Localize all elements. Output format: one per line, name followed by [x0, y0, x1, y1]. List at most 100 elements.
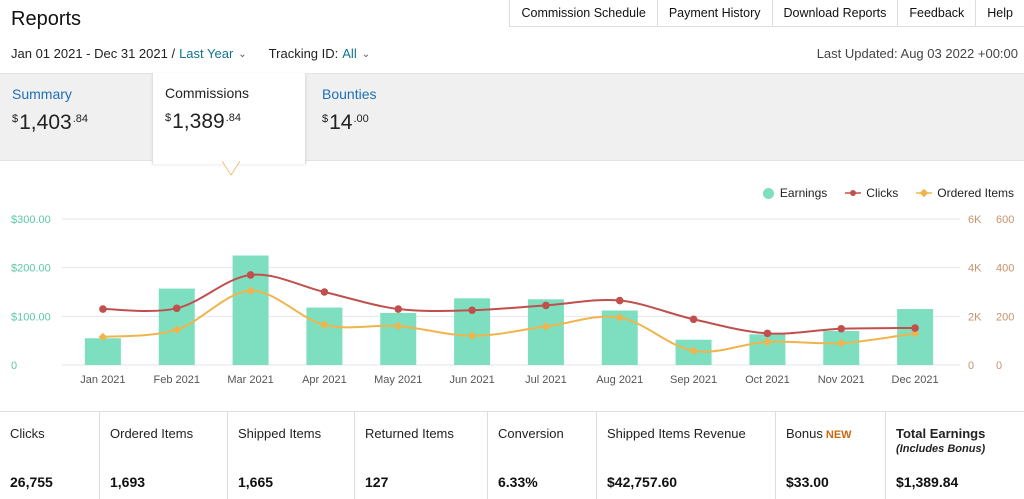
earnings-dot-icon: [762, 187, 774, 199]
left-axis-tick: 0: [11, 360, 17, 372]
stat-value: 1,693: [110, 474, 146, 490]
download-reports-button[interactable]: Download Reports: [771, 0, 898, 26]
earnings-bar: [306, 307, 343, 365]
summary-tabs: Summary $1,403.84 Commissions $1,389.84 …: [0, 73, 1024, 164]
stat-label: Ordered Items: [110, 426, 194, 441]
stat-shipped-revenue: Shipped Items Revenue $42,757.60: [597, 412, 776, 499]
ordered-items-point: [394, 321, 403, 331]
date-range-text: Jan 01 2021 - Dec 31 2021 /: [11, 46, 176, 61]
x-axis-tick: Jun 2021: [449, 374, 494, 386]
chart-legend: Earnings Clicks Ordered Items: [745, 186, 1014, 200]
x-axis-tick: Mar 2021: [227, 374, 273, 386]
ordered-items-point: [98, 332, 108, 342]
feedback-button[interactable]: Feedback: [897, 0, 976, 26]
x-axis-tick: Sep 2021: [670, 374, 717, 386]
right-inner-axis-tick: 400: [996, 263, 1014, 275]
stat-value: 6.33%: [498, 474, 538, 490]
currency-symbol: $: [12, 113, 19, 125]
amount-cents: .84: [225, 112, 241, 124]
new-badge: NEW: [825, 429, 852, 441]
left-axis-tick: $200.00: [11, 263, 51, 275]
page-title: Reports: [11, 8, 82, 30]
ordered-items-point: [320, 320, 329, 330]
stat-clicks: Clicks 26,755: [0, 412, 100, 499]
stat-value: 127: [365, 474, 389, 490]
clicks-point: [837, 324, 846, 333]
clicks-point: [394, 305, 403, 313]
stat-label: Total Earnings: [896, 426, 986, 441]
currency-symbol: $: [322, 113, 329, 125]
currency-symbol: $: [165, 112, 172, 124]
right-inner-axis-tick: 200: [996, 311, 1014, 323]
stat-total-earnings: Total Earnings (Includes Bonus) $1,389.8…: [886, 412, 1024, 499]
tracking-id-dropdown[interactable]: All: [342, 46, 357, 61]
tab-bounties[interactable]: Bounties $14.00: [310, 74, 450, 162]
right-outer-axis-tick: 4K: [968, 263, 982, 275]
bounties-amount: $14.00: [322, 111, 438, 135]
summary-amount: $1,403.84: [12, 111, 140, 135]
chevron-down-icon[interactable]: ⌄: [361, 49, 371, 60]
left-axis-tick: $300.00: [11, 214, 51, 226]
tab-commissions-label: Commissions: [165, 85, 250, 101]
legend-ordered-label: Ordered Items: [937, 186, 1014, 200]
clicks-point: [911, 324, 919, 332]
earnings-bar: [84, 338, 121, 365]
stat-label: Bonus NEW: [786, 426, 875, 441]
stat-returned-items: Returned Items 127: [355, 412, 488, 499]
stat-conversion: Conversion 6.33%: [488, 412, 597, 499]
x-axis-tick: Dec 2021: [892, 374, 939, 386]
amount-cents: .84: [72, 113, 88, 125]
left-axis-tick: $100.00: [11, 311, 51, 323]
clicks-point: [99, 305, 107, 313]
legend-clicks-label: Clicks: [866, 186, 899, 200]
clicks-line-icon: [845, 190, 862, 196]
earnings-chart: $300.00 $200.00 $100.00 0 6K 4K 2K 0 600 400 200 0 J…: [11, 214, 1014, 386]
stat-bonus: Bonus NEW $33.00: [776, 412, 886, 499]
amount-cents: .00: [353, 113, 369, 125]
earnings-bar: [380, 312, 417, 365]
tab-summary[interactable]: Summary $1,403.84: [0, 74, 152, 162]
payment-history-button[interactable]: Payment History: [656, 0, 772, 26]
clicks-point: [542, 301, 550, 310]
ordered-items-point: [837, 338, 846, 348]
stat-label: Clicks: [10, 426, 45, 441]
stat-ordered-items: Ordered Items 1,693: [100, 412, 228, 499]
last-updated-text: Last Updated: Aug 03 2022 +00:00: [816, 46, 1018, 61]
clicks-point: [763, 329, 772, 338]
legend-ordered-items[interactable]: Ordered Items: [916, 186, 1014, 200]
stat-value: $33.00: [786, 474, 829, 490]
clicks-point: [689, 315, 698, 324]
x-axis-tick: Jul 2021: [525, 374, 567, 386]
stat-sublabel: (Includes Bonus): [896, 443, 986, 455]
right-outer-axis-tick: 0: [968, 360, 974, 372]
commission-schedule-button[interactable]: Commission Schedule: [509, 0, 657, 26]
earnings-bar: [527, 299, 564, 365]
chevron-down-icon[interactable]: ⌄: [238, 49, 247, 60]
clicks-point: [172, 304, 181, 313]
report-filters: Jan 01 2021 - Dec 31 2021 / Last Year ⌄ …: [11, 46, 370, 61]
stat-label: Conversion: [498, 426, 564, 441]
x-axis-tick: Aug 2021: [596, 374, 643, 386]
legend-earnings[interactable]: Earnings: [762, 186, 827, 200]
clicks-line: [102, 273, 916, 335]
x-axis-tick: Feb 2021: [154, 374, 200, 386]
ordered-items-point: [910, 329, 920, 338]
clicks-point: [320, 288, 329, 296]
top-nav: Commission Schedule Payment History Down…: [509, 0, 1024, 27]
stat-label: Returned Items: [365, 426, 454, 441]
tab-commissions[interactable]: Commissions $1,389.84: [152, 73, 306, 164]
x-axis-tick: Apr 2021: [302, 374, 347, 386]
commissions-amount: $1,389.84: [165, 110, 293, 134]
ordered-items-point: [467, 331, 477, 341]
date-preset-dropdown[interactable]: Last Year: [179, 46, 234, 61]
clicks-point: [615, 296, 624, 305]
ordered-items-line-icon: [916, 188, 933, 198]
amount-whole: 14: [329, 111, 353, 134]
help-button[interactable]: Help: [975, 0, 1024, 26]
legend-clicks[interactable]: Clicks: [845, 186, 898, 200]
tracking-id-label: Tracking ID:: [268, 46, 339, 61]
stat-label: Shipped Items: [238, 426, 322, 441]
clicks-point: [246, 271, 255, 279]
right-inner-axis-tick: 0: [996, 360, 1002, 372]
amount-whole: 1,389: [172, 110, 225, 133]
